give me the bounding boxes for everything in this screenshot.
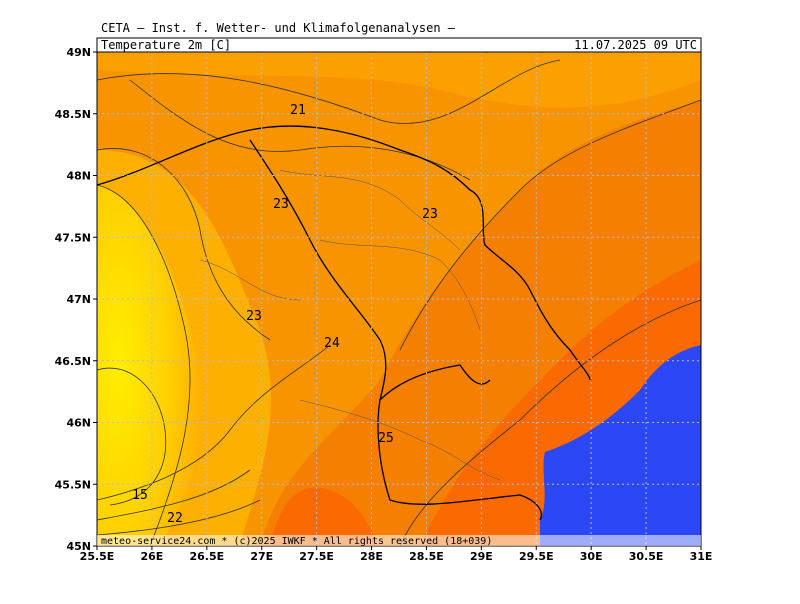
contour-label: 22 <box>167 511 183 526</box>
lat-tick-label: 45.5N <box>55 478 91 491</box>
contour-label: 23 <box>246 309 262 324</box>
lat-tick-label: 46.5N <box>55 355 91 368</box>
lat-tick-label: 45N <box>66 540 91 553</box>
header-title: CETA — Inst. f. Wetter- und Klimafolgena… <box>101 21 456 35</box>
lat-tick-label: 49N <box>66 46 91 59</box>
field-north <box>97 52 701 108</box>
regions <box>199 169 501 481</box>
lon-tick-label: 26E <box>140 550 163 563</box>
lat-tick-label: 46N <box>66 417 91 430</box>
contour-label: 25 <box>378 431 394 446</box>
contour-label: 21 <box>290 103 306 118</box>
contour-label: 23 <box>422 207 438 222</box>
lon-tick-label: 27.5E <box>299 550 334 563</box>
lat-tick-label: 47.5N <box>55 231 91 244</box>
lon-tick-label: 28.5E <box>409 550 444 563</box>
field-name: Temperature_2m_[C] <box>101 38 231 52</box>
contour-label: 24 <box>324 336 340 351</box>
contour-label: 23 <box>273 197 289 212</box>
lon-tick-label: 30E <box>580 550 603 563</box>
lat-tick-label: 48N <box>66 170 91 183</box>
field-yellow <box>97 185 202 546</box>
contours <box>97 59 701 546</box>
valid-time: 11.07.2025 09 UTC <box>574 38 697 52</box>
lon-tick-label: 29E <box>470 550 493 563</box>
lon-tick-label: 28E <box>360 550 383 563</box>
lon-tick-label: 26.5E <box>189 550 224 563</box>
lat-tick-label: 47N <box>66 293 91 306</box>
sea <box>540 345 701 546</box>
field-hot-south <box>270 487 380 546</box>
lon-tick-label: 30.5E <box>629 550 664 563</box>
borders <box>97 125 591 521</box>
field <box>97 52 701 546</box>
lon-tick-label: 31E <box>690 550 713 563</box>
footer-bar <box>97 535 701 546</box>
contour-label: 15 <box>132 488 148 503</box>
lon-tick-label: 29.5E <box>519 550 554 563</box>
lat-tick-label: 48.5N <box>55 108 91 121</box>
lon-tick-label: 25.5E <box>80 550 115 563</box>
footer: meteo-service24.com * (c)2025 IWKF * All… <box>101 536 492 547</box>
info-bar <box>96 37 702 53</box>
lon-tick-label: 27E <box>250 550 273 563</box>
